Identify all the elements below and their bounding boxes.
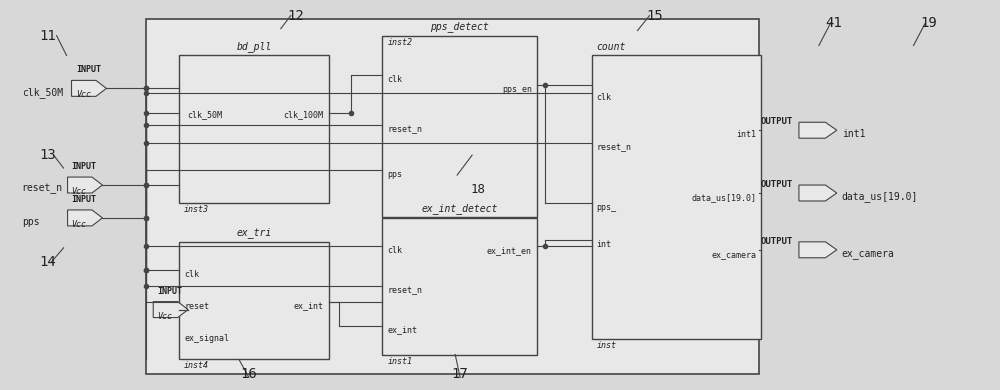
Polygon shape — [799, 242, 837, 258]
Text: 41: 41 — [825, 16, 842, 30]
Text: reset_n: reset_n — [22, 184, 63, 194]
Bar — [592, 55, 761, 339]
Text: OUTPUT: OUTPUT — [761, 237, 793, 246]
Text: clk_100M: clk_100M — [284, 110, 324, 119]
Text: ex_camera: ex_camera — [842, 249, 895, 259]
Text: clk_50M: clk_50M — [22, 87, 63, 98]
Polygon shape — [72, 80, 106, 96]
Text: Vcc: Vcc — [72, 220, 87, 229]
Polygon shape — [799, 122, 837, 138]
Text: pps_en: pps_en — [502, 85, 532, 94]
Text: pps: pps — [22, 217, 39, 227]
Polygon shape — [799, 185, 837, 201]
Text: INPUT: INPUT — [72, 162, 97, 171]
Text: Vcc: Vcc — [72, 187, 87, 196]
Text: data_us[19.0]: data_us[19.0] — [842, 191, 918, 202]
Text: reset: reset — [184, 301, 209, 310]
Bar — [382, 35, 537, 217]
Text: reset_n: reset_n — [597, 143, 632, 152]
Text: count: count — [597, 41, 626, 51]
Text: bd_pll: bd_pll — [236, 41, 272, 51]
Polygon shape — [68, 177, 102, 193]
Polygon shape — [153, 301, 188, 317]
Text: inst3: inst3 — [184, 205, 209, 214]
Text: 14: 14 — [40, 255, 56, 269]
Text: pps: pps — [387, 170, 402, 179]
Text: clk: clk — [597, 93, 612, 102]
Text: OUTPUT: OUTPUT — [761, 180, 793, 189]
Text: 19: 19 — [920, 16, 937, 30]
Text: reset_n: reset_n — [387, 125, 422, 134]
Text: ex_int_en: ex_int_en — [487, 246, 532, 255]
Text: INPUT: INPUT — [77, 66, 102, 74]
Text: INPUT: INPUT — [72, 195, 97, 204]
Text: pps_: pps_ — [597, 203, 617, 212]
Text: clk_50M: clk_50M — [187, 110, 222, 119]
Text: inst4: inst4 — [184, 362, 209, 370]
Text: 16: 16 — [241, 367, 257, 381]
Text: reset_n: reset_n — [387, 286, 422, 295]
Text: 18: 18 — [470, 183, 485, 196]
Bar — [179, 55, 329, 203]
Text: int: int — [597, 240, 612, 249]
Text: ex_signal: ex_signal — [184, 333, 229, 342]
Bar — [179, 242, 329, 360]
Text: clk: clk — [387, 246, 402, 255]
Text: inst2: inst2 — [387, 37, 412, 46]
Text: 11: 11 — [40, 28, 56, 43]
Text: ex_camera: ex_camera — [711, 250, 756, 259]
Text: 13: 13 — [40, 148, 56, 162]
Text: ex_tri: ex_tri — [236, 227, 272, 238]
Text: int1: int1 — [842, 129, 865, 139]
Text: OUTPUT: OUTPUT — [761, 117, 793, 126]
Text: int1: int1 — [736, 130, 756, 139]
Text: INPUT: INPUT — [157, 287, 182, 296]
Text: 15: 15 — [646, 9, 663, 23]
Text: data_us[19.0]: data_us[19.0] — [691, 193, 756, 202]
Text: pps_detect: pps_detect — [430, 21, 489, 32]
Text: 17: 17 — [452, 367, 469, 381]
Text: clk: clk — [387, 75, 402, 84]
Bar — [146, 19, 759, 374]
Text: ex_int: ex_int — [387, 326, 417, 335]
Text: inst: inst — [597, 342, 617, 351]
Text: Vcc: Vcc — [157, 312, 172, 321]
Text: inst1: inst1 — [387, 357, 412, 367]
Bar — [382, 218, 537, 355]
Text: Vcc: Vcc — [77, 90, 92, 99]
Text: ex_int_detect: ex_int_detect — [421, 203, 498, 214]
Text: 12: 12 — [287, 9, 304, 23]
Text: clk: clk — [184, 270, 199, 279]
Polygon shape — [68, 210, 102, 226]
Text: ex_int: ex_int — [294, 301, 324, 310]
